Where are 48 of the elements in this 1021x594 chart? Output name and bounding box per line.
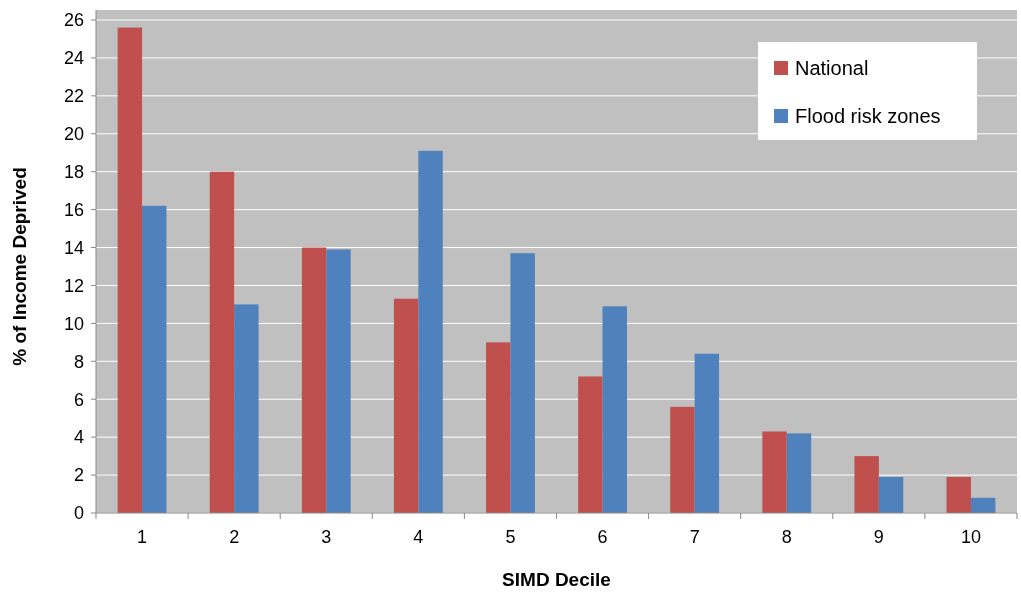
bar	[234, 304, 259, 513]
y-tick-label: 24	[63, 48, 84, 69]
legend-label: Flood risk zones	[795, 105, 941, 127]
x-tick-label: 9	[873, 527, 884, 547]
y-tick-label: 20	[63, 124, 84, 145]
y-tick-label: 16	[63, 199, 84, 220]
bar	[854, 456, 879, 513]
bar	[510, 253, 535, 513]
x-tick-label: 1	[137, 527, 148, 547]
x-tick-label: 4	[413, 527, 424, 547]
y-tick-label: 0	[73, 503, 84, 524]
bar	[878, 476, 904, 513]
x-tick-label: 2	[229, 527, 240, 547]
bar	[209, 171, 235, 513]
bar	[117, 27, 143, 513]
bar	[486, 342, 511, 513]
x-tick-label: 6	[597, 527, 608, 547]
x-tick-label: 3	[321, 527, 332, 547]
x-tick-label: 7	[689, 527, 700, 547]
y-tick-label: 6	[73, 389, 84, 410]
bar	[670, 406, 695, 513]
y-tick-label: 8	[73, 351, 84, 372]
y-tick-label: 26	[63, 10, 84, 31]
legend-label: National	[795, 57, 869, 79]
y-tick-label: 12	[63, 275, 84, 296]
bar	[602, 306, 627, 513]
bar	[694, 353, 720, 513]
bar	[762, 431, 787, 513]
bar	[326, 249, 351, 513]
y-tick-label: 10	[63, 313, 84, 334]
bar	[301, 247, 327, 513]
x-axis-title: SIMD Decile	[502, 569, 611, 590]
y-tick-label: 22	[63, 86, 84, 107]
bar	[578, 376, 603, 513]
bar	[946, 476, 971, 513]
bar	[418, 150, 443, 513]
y-tick-label: 14	[63, 237, 84, 258]
y-tick-label: 18	[63, 161, 84, 182]
x-tick-label: 5	[505, 527, 516, 547]
bar	[970, 497, 996, 513]
y-tick-label: 4	[73, 427, 84, 448]
x-tick-label: 8	[781, 527, 792, 547]
bar	[786, 433, 812, 513]
bar	[142, 205, 167, 513]
bar	[393, 298, 419, 513]
y-axis-title: % of Income Deprived	[9, 167, 30, 366]
y-tick-label: 2	[73, 465, 84, 486]
x-tick-label: 10	[960, 527, 981, 547]
